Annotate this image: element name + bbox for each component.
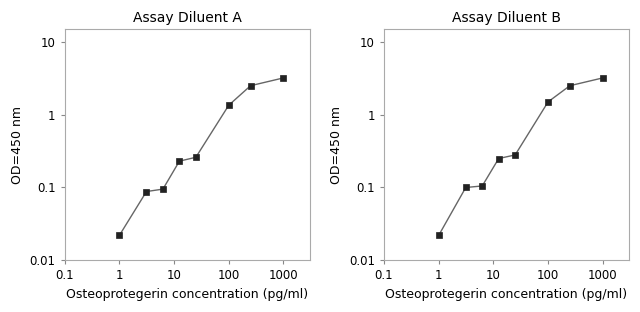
Title: Assay Diluent B: Assay Diluent B: [452, 11, 561, 25]
X-axis label: Osteoprotegerin concentration (pg/ml): Osteoprotegerin concentration (pg/ml): [385, 288, 627, 301]
X-axis label: Osteoprotegerin concentration (pg/ml): Osteoprotegerin concentration (pg/ml): [66, 288, 308, 301]
Y-axis label: OD=450 nm: OD=450 nm: [330, 106, 344, 184]
Title: Assay Diluent A: Assay Diluent A: [132, 11, 241, 25]
Y-axis label: OD=450 nm: OD=450 nm: [11, 106, 24, 184]
